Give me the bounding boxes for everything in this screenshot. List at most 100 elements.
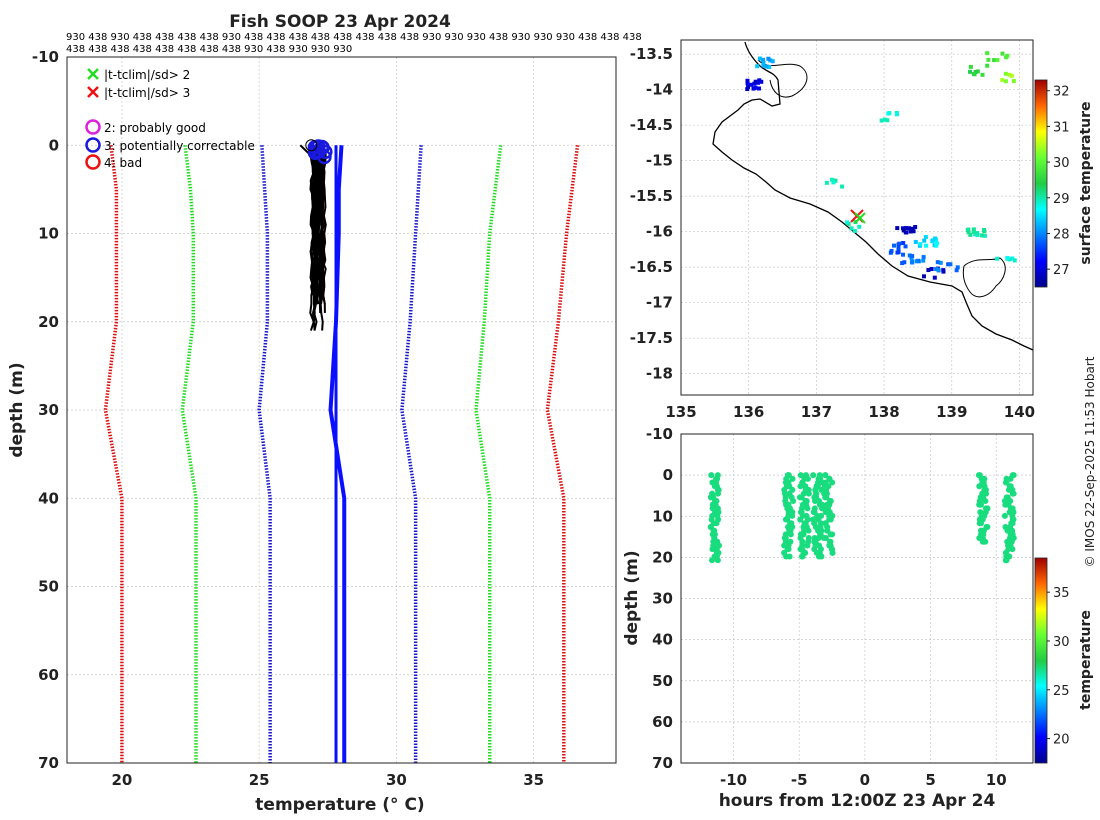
map-sst-pixel — [1009, 73, 1014, 78]
profile-ytick-label: 20 — [38, 313, 59, 331]
timedepth-ytick-label: 40 — [652, 631, 673, 649]
map-sst-pixel — [935, 260, 940, 265]
legend-qc3-label: 3: potentially correctable — [104, 139, 255, 153]
map-sst-pixel — [965, 228, 970, 233]
map-sst-pixel — [908, 229, 913, 234]
timedepth-colorbar-tick-label: 20 — [1053, 733, 1070, 748]
profile-clim-lines — [103, 145, 580, 763]
timedepth-colorbar-tick-label: 25 — [1053, 684, 1070, 699]
map-panel: 135 136 137 138 139 140 -13.5 -14 -14.5 -15 -15.5 -… — [630, 39, 1094, 421]
map-sst-pixel — [923, 235, 928, 240]
map-sst-pixel — [900, 226, 905, 231]
map-xtick-label: 138 — [868, 403, 899, 421]
map-sst-pixel — [1000, 77, 1005, 82]
map-ticks: 135 136 137 138 139 140 -13.5 -14 -14.5 -15 -15.5 -… — [630, 45, 1035, 421]
map-sst-pixel — [913, 239, 918, 244]
map-colorbar-tick-label: 28 — [1053, 227, 1070, 242]
profile-ylabel: depth (m) — [7, 362, 27, 457]
map-sst-pixel — [1011, 79, 1016, 84]
map-sst-pixel — [954, 268, 959, 273]
timedepth-panel: -10 -5 0 5 10 -10 0 10 20 30 40 50 60 70 hours from 1… — [622, 425, 1094, 811]
map-sst-pixel — [946, 262, 951, 267]
map-sst-pixel — [887, 111, 892, 116]
profile-panel: 20 25 30 35 -10 0 10 20 30 40 50 60 70 temperature (… — [7, 48, 617, 815]
timedepth-point — [789, 475, 796, 482]
timedepth-point — [805, 527, 812, 534]
map-sst-pixel — [968, 69, 973, 74]
profile-cast — [319, 145, 326, 305]
timedepth-point — [822, 472, 829, 479]
map-sst-pixel — [934, 267, 939, 272]
timedepth-ytick-label: -10 — [646, 425, 673, 443]
map-sst-pixel — [840, 184, 845, 189]
timedepth-point — [799, 553, 806, 560]
timedepth-point — [805, 490, 812, 497]
map-sst-pixel — [745, 78, 750, 83]
map-coastline — [712, 41, 1034, 351]
map-sst-pixel — [907, 253, 912, 258]
map-sst-pixel — [897, 241, 902, 246]
timedepth-point — [714, 490, 721, 497]
map-ytick-label: -15.5 — [630, 187, 673, 205]
timedepth-frame — [680, 433, 1034, 764]
map-sst-pixel — [975, 231, 980, 236]
map-sst-pixel — [973, 232, 978, 237]
timedepth-xtick-label: 5 — [925, 771, 935, 789]
map-sst-pixel — [904, 226, 909, 231]
map-ytick-label: -15 — [646, 152, 673, 170]
map-colorbar-tick-label: 32 — [1053, 85, 1070, 100]
timedepth-ytick-label: 70 — [652, 754, 673, 772]
map-sst-pixel — [929, 266, 934, 271]
map-sst-pixel — [938, 260, 943, 265]
map-xtick-label: 136 — [733, 403, 764, 421]
timedepth-ytick-label: 10 — [652, 507, 673, 525]
legend-qc4-marker — [85, 154, 101, 170]
map-colorbar-tick-label: 30 — [1053, 156, 1070, 171]
map-sst-pixel — [753, 85, 758, 90]
timedepth-point — [1001, 512, 1008, 519]
timedepth-point — [797, 516, 804, 523]
timedepth-point — [977, 501, 984, 508]
timedepth-point — [978, 520, 985, 527]
map-sst-pixel — [1005, 255, 1010, 260]
map-flag-markers — [850, 209, 866, 224]
map-sst-pixel — [913, 225, 918, 230]
timedepth-ytick-label: 50 — [652, 672, 673, 690]
timedepth-ticks: -10 -5 0 5 10 -10 0 10 20 30 40 50 60 70 — [646, 425, 1007, 789]
timedepth-point — [797, 483, 804, 490]
profile-ytick-label: 30 — [38, 401, 59, 419]
profile-xtick-label: 25 — [249, 771, 270, 789]
timedepth-ytick-label: 30 — [652, 590, 673, 608]
profile-xtick-label: 35 — [523, 771, 544, 789]
map-sst-pixel — [883, 117, 888, 122]
map-sst-pixel — [767, 64, 772, 69]
map-sst-pixel — [824, 180, 829, 185]
profile-frame — [66, 56, 617, 764]
map-colorbar-tick-label: 31 — [1053, 120, 1070, 135]
map-sst-pixel — [830, 177, 835, 182]
map-sst-pixel — [901, 241, 906, 246]
map-sst-pixel — [900, 261, 905, 266]
map-sst-pixel — [1003, 79, 1008, 84]
timedepth-point — [790, 498, 797, 505]
legend-qc2-marker — [85, 119, 101, 135]
timedepth-point — [829, 549, 836, 556]
map-sst-pixel — [975, 69, 980, 74]
map-sst-pixel — [746, 84, 751, 89]
map-sst-pixel — [761, 57, 766, 62]
map-sst-pixel — [921, 255, 926, 260]
map-sst-pixel — [764, 64, 769, 69]
map-sst-pixel — [1007, 72, 1012, 77]
profile-line-clim-2sd-low — [180, 145, 198, 763]
map-sst-pixel — [936, 268, 941, 273]
map-coastline-island-2 — [962, 257, 1006, 298]
map-sst-pixel — [907, 226, 912, 231]
map-sst-pixel — [921, 274, 926, 279]
map-sst-pixel — [756, 80, 761, 85]
map-sst-pixel — [1012, 258, 1017, 263]
map-ytick-label: -14.5 — [630, 116, 673, 134]
profile-qc3-marker — [318, 144, 333, 160]
timedepth-point — [708, 472, 715, 479]
timedepth-point — [810, 472, 817, 479]
